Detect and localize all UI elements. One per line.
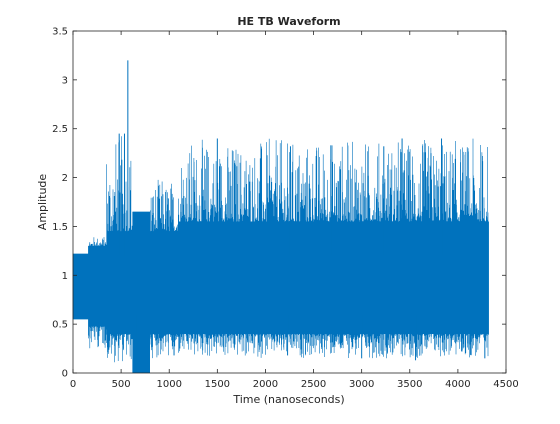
y-axis-label: Amplitude <box>36 174 49 231</box>
chart-title: HE TB Waveform <box>237 15 340 28</box>
x-axis-label: Time (nanoseconds) <box>232 393 344 406</box>
x-tick-label-0: 0 <box>70 379 76 390</box>
x-tick-label-7: 3500 <box>397 379 422 390</box>
y-tick-label-7: 3.5 <box>52 27 68 38</box>
axes-layer: 0 500 1000 1500 2000 2500 3000 3500 4000 4500 0 0.5… <box>52 27 519 391</box>
x-tick-label-6: 3000 <box>349 379 374 390</box>
x-tick-label-4: 2000 <box>253 379 278 390</box>
y-tick-label-0: 0 <box>62 369 68 380</box>
x-tick-label-5: 2500 <box>301 379 326 390</box>
y-tick-label-2: 1 <box>62 271 68 282</box>
y-tick-label-4: 2 <box>62 173 68 184</box>
x-tick-label-1: 500 <box>112 379 131 390</box>
x-tick-label-8: 4000 <box>445 379 470 390</box>
y-tick-label-6: 3 <box>62 75 68 86</box>
series-0 <box>72 60 489 373</box>
y-tick-label-3: 1.5 <box>52 222 68 233</box>
plot-frame <box>72 30 507 374</box>
data-layer <box>72 60 489 373</box>
x-tick-label-3: 1500 <box>205 379 230 390</box>
y-tick-label-5: 2.5 <box>52 124 68 135</box>
x-tick-label-2: 1000 <box>156 379 181 390</box>
y-tick-label-1: 0.5 <box>52 320 68 331</box>
x-tick-label-9: 4500 <box>493 379 518 390</box>
